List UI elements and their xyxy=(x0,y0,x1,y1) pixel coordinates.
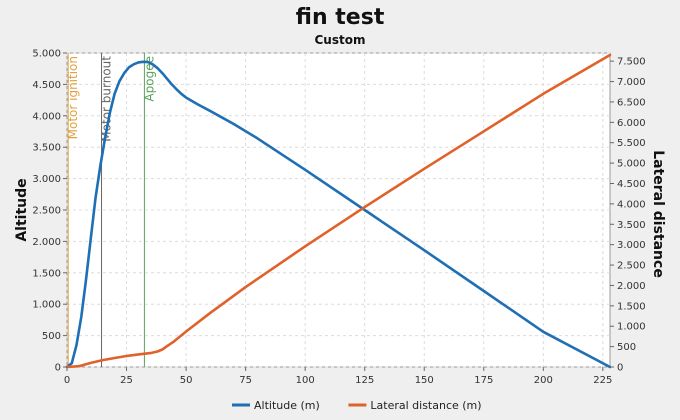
x-tick-label: 25 xyxy=(120,375,133,386)
y-tick-label: 1.000 xyxy=(32,300,61,311)
y-right-tick-label: 1.000 xyxy=(617,322,646,333)
series-line xyxy=(65,53,612,369)
event-label: Apogee xyxy=(142,56,156,102)
y-right-tick-label: 7.000 xyxy=(617,77,646,88)
y-tick-label: 1.500 xyxy=(32,268,61,279)
chart-subtitle: Custom xyxy=(315,33,366,47)
y-right-tick-label: 1.500 xyxy=(617,301,646,312)
y-right-axis-label: Lateral distance xyxy=(650,150,666,278)
y-right-tick-label: 0 xyxy=(617,363,623,374)
y-right-tick-label: 5.500 xyxy=(617,138,646,149)
x-tick-label: 150 xyxy=(415,375,434,386)
legend-label: Altitude (m) xyxy=(254,399,320,412)
y-right-tick-label: 7.500 xyxy=(617,57,646,68)
x-tick-label: 175 xyxy=(474,375,493,386)
y-tick-label: 4.000 xyxy=(32,111,61,122)
x-tick-label: 225 xyxy=(593,375,612,386)
y-right-tick-label: 3.500 xyxy=(617,220,646,231)
y-right-tick-label: 5.000 xyxy=(617,159,646,170)
y-right-tick-label: 2.500 xyxy=(617,261,646,272)
y-tick-label: 5.000 xyxy=(32,49,61,60)
x-tick-label: 0 xyxy=(64,375,70,386)
y-right-tick-label: 6.500 xyxy=(617,97,646,108)
y-right-tick-label: 2.000 xyxy=(617,281,646,292)
event-label: Motor burnout xyxy=(100,56,114,142)
y-right-tick-label: 4.500 xyxy=(617,179,646,190)
y-tick-label: 500 xyxy=(42,331,61,342)
x-tick-label: 50 xyxy=(180,375,193,386)
y-tick-label: 3.500 xyxy=(32,143,61,154)
legend: Altitude (m) Lateral distance (m) xyxy=(232,399,482,412)
series-lines xyxy=(65,53,612,369)
y-tick-label: 4.500 xyxy=(32,80,61,91)
x-tick-label: 125 xyxy=(355,375,374,386)
chart-title: fin test xyxy=(296,5,385,30)
y-right-tick-label: 500 xyxy=(617,342,636,353)
event-markers: Motor ignition Motor burnout Apogee xyxy=(66,53,156,367)
y-tick-label: 0 xyxy=(55,363,61,374)
y-right-tick-label: 6.000 xyxy=(617,118,646,129)
x-tick-label: 75 xyxy=(239,375,252,386)
series-line xyxy=(65,60,612,369)
x-tick-label: 200 xyxy=(534,375,553,386)
y-right-tick-label: 4.000 xyxy=(617,199,646,210)
y-axis-label: Altitude xyxy=(14,178,30,241)
x-axis-ticks: 0 25 50 75 100 125 150 175 200 225 xyxy=(64,367,612,386)
y-right-axis-ticks: 0 500 1.000 1.500 2.000 2.500 3.000 3.500 4.000 4… xyxy=(610,57,646,374)
legend-label: Lateral distance (m) xyxy=(370,399,481,412)
y-right-tick-label: 3.000 xyxy=(617,240,646,251)
y-tick-label: 3.000 xyxy=(32,174,61,185)
y-axis-ticks: 0 500 1.000 1.500 2.000 2.500 3.000 3.500 4.000 4… xyxy=(32,49,67,374)
y-tick-label: 2.000 xyxy=(32,237,61,248)
event-label: Motor ignition xyxy=(66,56,80,139)
y-tick-label: 2.500 xyxy=(32,206,61,217)
x-tick-label: 100 xyxy=(296,375,315,386)
